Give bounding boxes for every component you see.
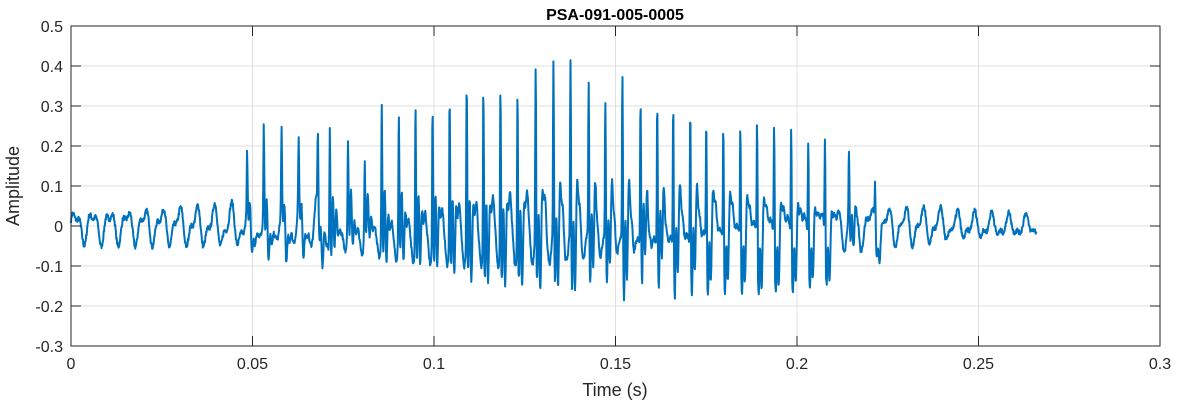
chart-title: PSA-091-005-0005 bbox=[546, 7, 684, 24]
y-tick-label: 0.4 bbox=[41, 59, 63, 76]
y-tick-label: 0.1 bbox=[41, 179, 63, 196]
y-axis-label: Amplitude bbox=[3, 146, 23, 226]
x-tick-label: 0 bbox=[67, 356, 76, 373]
x-axis-label: Time (s) bbox=[582, 380, 647, 400]
x-tick-label: 0.15 bbox=[600, 356, 631, 373]
y-tick-label: 0 bbox=[54, 219, 63, 236]
y-tick-label: -0.3 bbox=[35, 339, 63, 356]
x-tick-label: 0.1 bbox=[423, 356, 445, 373]
x-tick-label: 0.25 bbox=[963, 356, 994, 373]
signal-line bbox=[70, 59, 1038, 302]
x-tick-label: 0.05 bbox=[237, 356, 268, 373]
y-tick-label: 0.5 bbox=[41, 19, 63, 36]
x-tick-label: 0.3 bbox=[1149, 356, 1171, 373]
y-tick-label: 0.2 bbox=[41, 139, 63, 156]
y-tick-label: -0.1 bbox=[35, 259, 63, 276]
y-tick-label: -0.2 bbox=[35, 299, 63, 316]
y-tick-label: 0.3 bbox=[41, 99, 63, 116]
x-tick-label: 0.2 bbox=[786, 356, 808, 373]
